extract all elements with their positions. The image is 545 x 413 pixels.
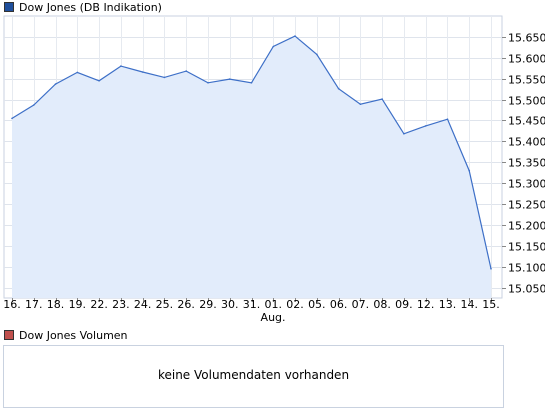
data-point: [11, 117, 13, 120]
y-tick-label: 15.400: [508, 136, 545, 149]
data-point: [294, 35, 296, 37]
data-point: [163, 76, 166, 79]
x-tick-label: 26.: [177, 298, 195, 311]
x-tick-label: 01.: [265, 298, 283, 311]
y-tick-label: 15.550: [508, 74, 545, 87]
price-legend-label: Dow Jones (DB Indikation): [19, 0, 162, 14]
data-point: [141, 71, 144, 73]
data-point: [424, 125, 427, 127]
x-axis-ticks: 16. 17. 18. 19. 22. 23. 24. 25. 26. 29. 30. 31. 01. 0…: [3, 298, 500, 311]
x-tick-label: 07.: [352, 298, 370, 311]
price-legend-swatch: [4, 2, 14, 12]
x-tick-label: 29.: [199, 298, 217, 311]
price-chart: 15.05015.10015.15015.20015.25015.30015.3…: [3, 15, 545, 324]
x-tick-label: 12.: [417, 298, 435, 311]
data-point: [337, 87, 340, 90]
x-axis-month-label: Aug.: [261, 311, 286, 324]
y-tick-label: 15.300: [508, 178, 545, 191]
data-point: [446, 118, 449, 120]
x-tick-label: 19.: [69, 298, 87, 311]
data-point: [185, 70, 187, 72]
y-tick-label: 15.600: [508, 53, 545, 66]
x-tick-label: 08.: [373, 298, 391, 311]
x-tick-label: 17.: [25, 298, 43, 311]
x-tick-label: 23.: [112, 298, 130, 311]
data-point: [228, 78, 231, 80]
data-point: [250, 82, 253, 84]
x-tick-label: 05.: [308, 298, 326, 311]
y-tick-label: 15.250: [508, 199, 545, 212]
x-tick-label: 02.: [286, 298, 304, 311]
x-tick-label: 30.: [221, 298, 239, 311]
volume-legend-label: Dow Jones Volumen: [19, 328, 128, 342]
data-point: [76, 71, 79, 74]
data-point: [468, 169, 471, 172]
data-point: [272, 45, 275, 48]
x-tick-label: 14.: [460, 298, 478, 311]
data-point: [316, 53, 318, 56]
series-area: [12, 36, 491, 298]
x-tick-label: 16.: [3, 298, 21, 311]
data-point: [54, 83, 57, 85]
price-legend: Dow Jones (DB Indikation): [4, 0, 162, 14]
data-point: [490, 268, 492, 270]
x-tick-label: 31.: [243, 298, 261, 311]
data-point: [359, 103, 362, 105]
y-tick-label: 15.450: [508, 115, 545, 128]
data-point: [381, 98, 383, 100]
y-axis-ticks: 15.050 15.100 15.150 15.200 15.250 15.300 15.3…: [502, 32, 545, 296]
volume-panel: keine Volumendaten vorhanden: [3, 345, 504, 408]
x-tick-label: 09.: [395, 298, 413, 311]
volume-empty-message: keine Volumendaten vorhanden: [157, 368, 350, 382]
data-point: [403, 133, 405, 135]
x-tick-label: 24.: [134, 298, 152, 311]
volume-legend-swatch: [4, 330, 14, 340]
data-point: [120, 65, 122, 67]
y-tick-label: 15.200: [508, 220, 545, 233]
y-tick-label: 15.650: [508, 32, 545, 45]
data-point: [98, 80, 100, 82]
y-tick-label: 15.100: [508, 262, 545, 275]
x-tick-label: 15.: [482, 298, 500, 311]
y-tick-label: 15.500: [508, 95, 545, 108]
x-tick-label: 25.: [156, 298, 174, 311]
y-tick-label: 15.350: [508, 157, 545, 170]
x-tick-label: 22.: [90, 298, 108, 311]
x-tick-label: 18.: [47, 298, 65, 311]
chart-plot-area: [11, 35, 492, 298]
y-tick-label: 15.050: [508, 283, 545, 296]
data-point: [33, 104, 35, 106]
volume-legend: Dow Jones Volumen: [4, 328, 128, 342]
y-tick-label: 15.150: [508, 241, 545, 254]
x-tick-label: 13.: [439, 298, 457, 311]
x-tick-label: 06.: [330, 298, 348, 311]
data-point: [207, 82, 209, 84]
